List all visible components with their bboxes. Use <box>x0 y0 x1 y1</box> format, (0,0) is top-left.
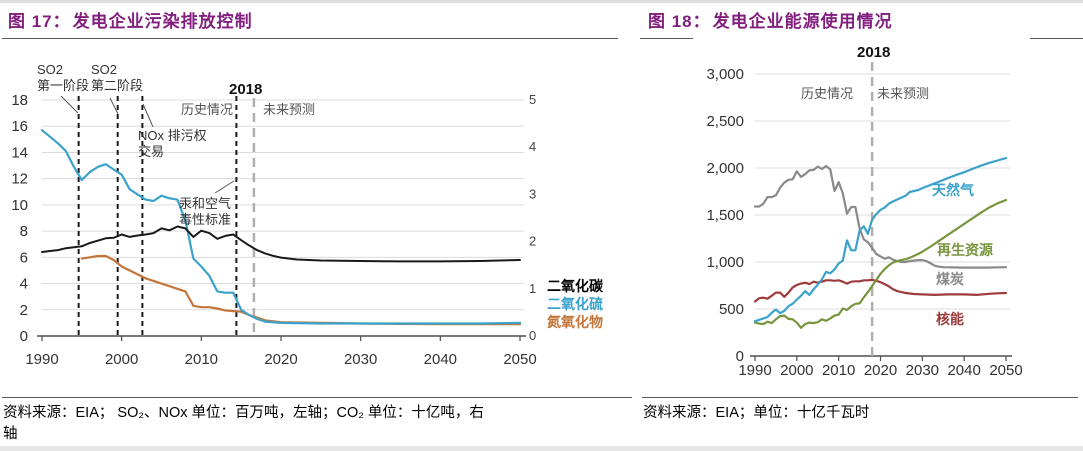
svg-text:3: 3 <box>529 186 536 201</box>
svg-text:0: 0 <box>20 328 28 345</box>
svg-text:2030: 2030 <box>344 351 377 368</box>
figure-17-legend: 二氧化碳 二氧化硫 氮氧化物 <box>547 277 603 331</box>
figure-18-caption: 资料来源：EIA；单位：十亿千瓦时 <box>643 405 870 421</box>
annotation-mercury-air-toxics: 汞和空气 毒性标准 <box>179 196 232 228</box>
figure-18-title: 图 18： 发电企业能源使用情况 <box>648 7 893 32</box>
svg-text:16: 16 <box>11 118 28 135</box>
svg-text:2,000: 2,000 <box>706 160 744 177</box>
svg-text:14: 14 <box>11 144 28 161</box>
svg-text:2020: 2020 <box>264 351 297 368</box>
annotation-2018-fig17: 2018 <box>229 81 263 98</box>
svg-text:18: 18 <box>11 92 28 109</box>
svg-text:2: 2 <box>20 302 28 319</box>
svg-text:2030: 2030 <box>906 362 939 379</box>
svg-text:2000: 2000 <box>780 362 813 379</box>
annotation-so2-phase2: SO2 第二阶段 <box>91 62 144 94</box>
series-label-coal: 煤炭 <box>936 271 964 287</box>
svg-text:2040: 2040 <box>947 362 980 379</box>
series-label-renewables: 再生资源 <box>937 242 993 258</box>
figure-18-caption-rule <box>642 397 1078 398</box>
figure-17-title-rule <box>2 38 618 39</box>
svg-text:500: 500 <box>719 301 744 318</box>
series-label-nuclear: 核能 <box>936 311 964 327</box>
figure-17-title: 图 17： 发电企业污染排放控制 <box>8 7 253 32</box>
annotation-future-fig18: 未来预测 <box>877 86 930 101</box>
svg-text:0: 0 <box>529 328 536 343</box>
annotation-history-fig17: 历史情况 <box>181 102 234 117</box>
svg-text:2020: 2020 <box>864 362 897 379</box>
page-edge-top <box>0 0 1083 3</box>
svg-text:2000: 2000 <box>105 351 138 368</box>
svg-text:5: 5 <box>529 92 536 107</box>
legend-item-co2: 二氧化碳 <box>547 278 603 294</box>
svg-text:3,000: 3,000 <box>706 66 744 83</box>
page-edge-bottom <box>0 446 1083 451</box>
figure-18-title-rule-right <box>1030 38 1083 39</box>
legend-item-so2: 二氧化硫 <box>547 296 603 312</box>
figure-17-caption-rule <box>2 397 632 398</box>
figure-18-title-text: 发电企业能源使用情况 <box>712 12 893 31</box>
figure-18-number: 图 18： <box>648 12 711 31</box>
svg-text:1990: 1990 <box>738 362 771 379</box>
svg-text:0: 0 <box>736 348 744 365</box>
svg-text:2: 2 <box>529 234 536 249</box>
svg-text:2,500: 2,500 <box>706 113 744 130</box>
svg-text:1990: 1990 <box>25 351 58 368</box>
annotation-nox-trading: NOx 排污权 交易 <box>138 128 207 160</box>
series-label-natural-gas: 天然气 <box>932 182 974 198</box>
figure-18-title-rule-left <box>640 38 693 39</box>
annotation-history-fig18: 历史情况 <box>801 86 854 101</box>
annotation-so2-phase1: SO2 第一阶段 <box>37 62 90 94</box>
svg-text:4: 4 <box>529 139 536 154</box>
figure-18-chart-canvas: 0 500 1,000 1,500 2,000 2,500 3,000 1990 2000 201… <box>706 62 1023 379</box>
svg-text:4: 4 <box>20 276 28 293</box>
figure-17-caption: 资料来源：EIA； SO₂、NOx 单位：百万吨，左轴；CO₂ 单位：十亿吨，右… <box>3 405 484 443</box>
svg-text:1,000: 1,000 <box>706 254 744 271</box>
annotation-2018-fig18: 2018 <box>857 44 891 61</box>
svg-text:10: 10 <box>11 197 28 214</box>
figure-17-title-text: 发电企业污染排放控制 <box>72 12 253 31</box>
svg-text:2050: 2050 <box>989 362 1022 379</box>
svg-text:12: 12 <box>11 171 28 188</box>
annotation-future-fig17: 未来预测 <box>263 102 316 117</box>
svg-text:8: 8 <box>20 223 28 240</box>
svg-text:2040: 2040 <box>424 351 457 368</box>
figure-17-number: 图 17： <box>8 12 71 31</box>
legend-item-nox: 氮氧化物 <box>547 314 603 330</box>
svg-text:2010: 2010 <box>185 351 218 368</box>
svg-text:1: 1 <box>529 281 536 296</box>
svg-text:1,500: 1,500 <box>706 207 744 224</box>
svg-text:6: 6 <box>20 249 28 266</box>
svg-text:2050: 2050 <box>503 351 536 368</box>
svg-text:2010: 2010 <box>822 362 855 379</box>
